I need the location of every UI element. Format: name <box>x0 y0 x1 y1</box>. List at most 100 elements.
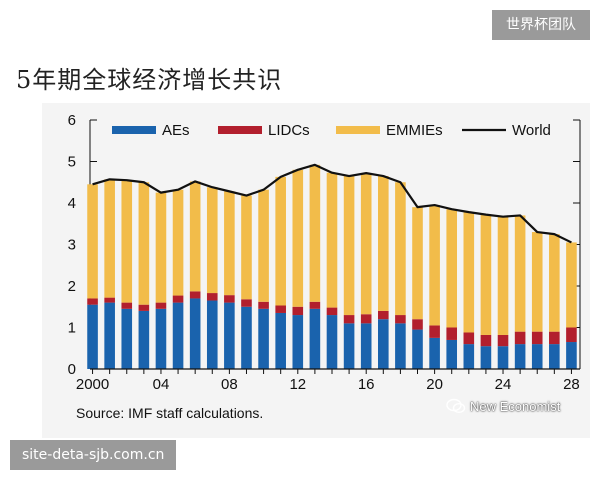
page-title: 5年期全球经济增长共识 <box>16 66 283 94</box>
bar-aes-2001 <box>104 302 115 369</box>
legend-label-aes: AEs <box>162 122 190 139</box>
bar-lidcs-2004 <box>155 302 167 309</box>
bar-lidcs-2020 <box>429 325 440 338</box>
x-tick-label: 16 <box>358 376 375 393</box>
legend-swatch-lidcs <box>218 126 262 134</box>
bar-aes-2022 <box>463 344 475 369</box>
bar-emmies-2019 <box>412 207 423 320</box>
bar-lidcs-2018 <box>395 315 406 324</box>
legend-label-emmies: EMMIEs <box>386 122 443 139</box>
bar-emmies-2009 <box>241 195 252 300</box>
bar-aes-2003 <box>138 310 150 369</box>
bar-lidcs-2023 <box>480 334 492 347</box>
x-tick-label: 2000 <box>76 376 109 393</box>
bar-emmies-2024 <box>497 216 509 335</box>
bar-emmies-2026 <box>531 232 543 332</box>
y-tick-label: 2 <box>68 278 76 295</box>
bar-emmies-2008 <box>224 191 235 296</box>
bar-aes-2017 <box>378 319 389 369</box>
bar-lidcs-2026 <box>531 331 543 345</box>
bar-lidcs-2007 <box>206 293 218 301</box>
bar-emmies-2014 <box>326 172 338 308</box>
bar-emmies-2002 <box>121 180 133 303</box>
bar-emmies-2001 <box>104 179 115 298</box>
bar-lidcs-2001 <box>104 297 115 303</box>
bar-aes-2020 <box>429 337 440 370</box>
bar-lidcs-2027 <box>549 331 560 345</box>
bar-lidcs-2006 <box>189 291 201 299</box>
legend-swatch-aes <box>112 126 156 134</box>
bar-lidcs-2019 <box>412 319 423 330</box>
bar-emmies-2018 <box>395 182 406 316</box>
bar-lidcs-2012 <box>292 306 304 316</box>
legend-label-world: World <box>512 122 551 139</box>
bar-emmies-2000 <box>87 184 98 299</box>
bar-aes-2002 <box>121 308 133 369</box>
bar-aes-2025 <box>514 344 526 369</box>
bar-emmies-2007 <box>206 187 218 294</box>
bar-lidcs-2028 <box>566 327 577 343</box>
bar-aes-2021 <box>446 339 458 369</box>
bar-aes-2007 <box>206 300 218 369</box>
bar-emmies-2020 <box>429 205 440 326</box>
bar-aes-2023 <box>480 346 492 369</box>
bar-aes-2014 <box>326 315 338 369</box>
y-tick-label: 5 <box>68 154 76 171</box>
bar-aes-2013 <box>309 308 321 369</box>
bar-aes-2027 <box>549 344 560 369</box>
bar-aes-2004 <box>155 308 167 369</box>
bar-emmies-2011 <box>275 176 286 306</box>
bar-aes-2019 <box>412 329 423 369</box>
bar-lidcs-2014 <box>326 307 338 316</box>
bar-emmies-2025 <box>514 215 526 332</box>
bar-lidcs-2015 <box>343 315 355 324</box>
bar-aes-2005 <box>172 302 184 369</box>
bar-aes-2026 <box>531 344 543 369</box>
bar-emmies-2004 <box>155 192 167 303</box>
bar-lidcs-2011 <box>275 305 286 313</box>
bar-aes-2024 <box>497 346 509 369</box>
bar-aes-2015 <box>343 323 355 369</box>
bar-emmies-2016 <box>360 173 372 315</box>
bar-emmies-2023 <box>480 214 492 335</box>
x-tick-label: 12 <box>289 376 306 393</box>
bar-lidcs-2009 <box>241 299 252 307</box>
y-tick-label: 3 <box>68 237 76 254</box>
y-tick-label: 6 <box>68 112 76 129</box>
x-tick-label: 20 <box>426 376 443 393</box>
x-tick-label: 28 <box>563 376 580 393</box>
bar-emmies-2006 <box>189 181 201 292</box>
bar-aes-2008 <box>224 302 235 369</box>
y-tick-label: 1 <box>68 320 76 337</box>
bar-emmies-2013 <box>309 164 321 302</box>
bar-lidcs-2016 <box>360 314 372 324</box>
bar-emmies-2021 <box>446 209 458 328</box>
legend-swatch-emmies <box>336 126 380 134</box>
bar-emmies-2015 <box>343 176 355 316</box>
bar-aes-2000 <box>87 304 98 369</box>
wechat-account-name: New Economist <box>470 398 561 414</box>
watermark-url-badge: site-deta-sjb.com.cn <box>10 440 177 470</box>
bar-lidcs-2024 <box>497 334 509 347</box>
bar-aes-2012 <box>292 315 304 369</box>
bar-lidcs-2021 <box>446 327 458 340</box>
bar-lidcs-2000 <box>87 298 98 305</box>
bar-lidcs-2003 <box>138 304 150 311</box>
bar-aes-2016 <box>360 323 372 369</box>
bar-emmies-2028 <box>566 242 577 328</box>
bar-aes-2011 <box>275 312 286 369</box>
source-note: Source: IMF staff calculations. <box>76 405 264 421</box>
bar-aes-2006 <box>189 298 201 369</box>
bar-lidcs-2022 <box>463 332 475 345</box>
x-tick-label: 08 <box>221 376 238 393</box>
bar-aes-2018 <box>395 323 406 369</box>
bar-lidcs-2013 <box>309 301 321 309</box>
bar-lidcs-2008 <box>224 295 235 303</box>
bar-emmies-2022 <box>463 212 475 333</box>
bar-emmies-2012 <box>292 169 304 307</box>
bar-emmies-2003 <box>138 182 150 305</box>
bar-lidcs-2002 <box>121 302 133 309</box>
legend-label-lidcs: LIDCs <box>268 122 310 139</box>
bar-lidcs-2017 <box>378 310 389 320</box>
